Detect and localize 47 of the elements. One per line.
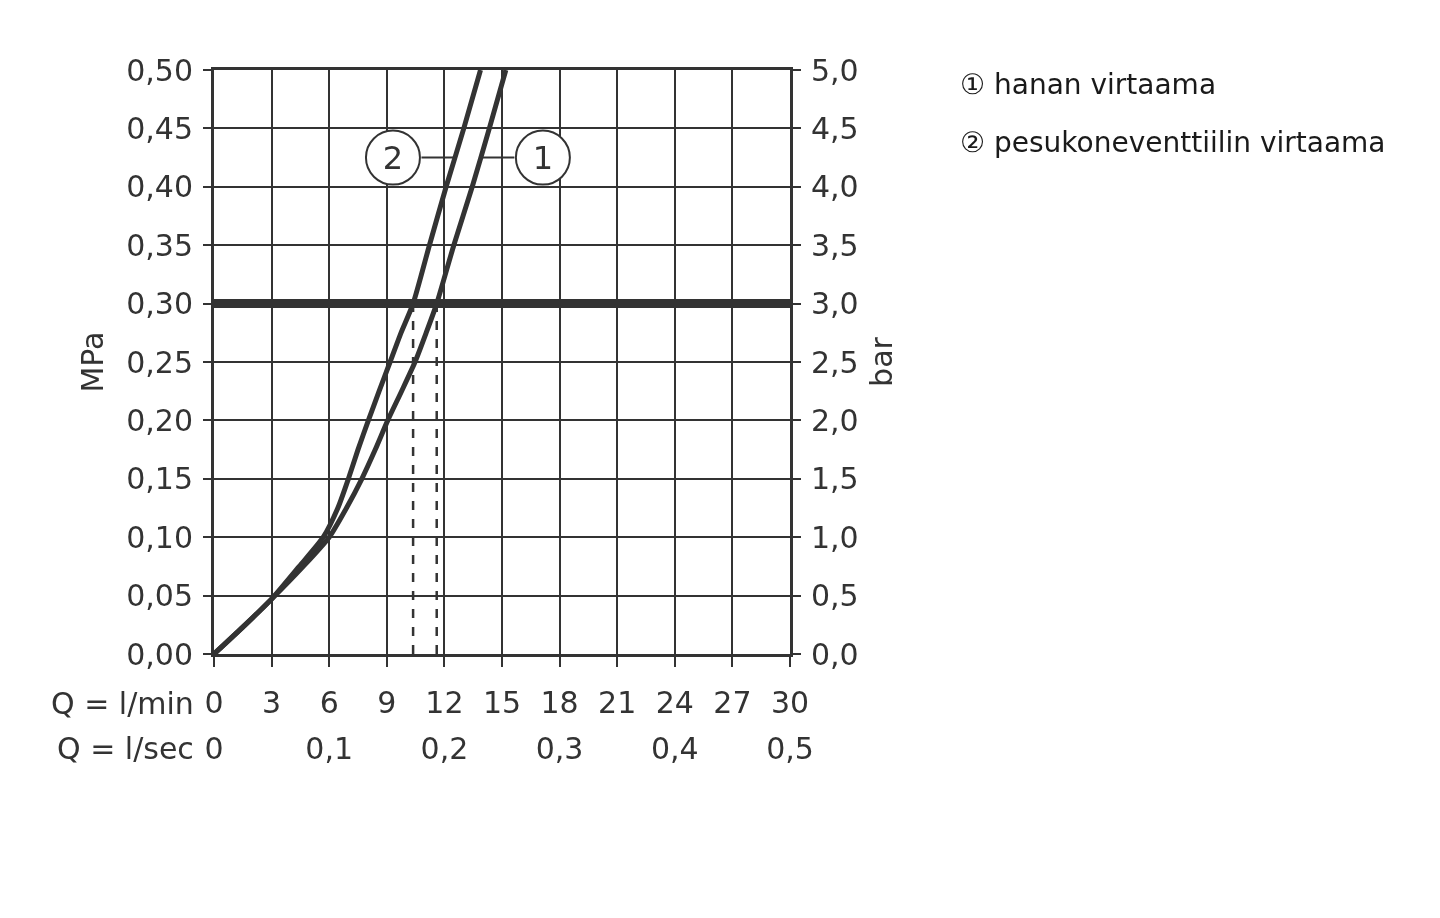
x-tick-label: 24 (655, 685, 694, 720)
text: ② pesukoneventtiilin virtaama (960, 126, 1386, 159)
x-tick-label: 18 (540, 685, 579, 720)
x-tick-label: 0 (204, 685, 224, 720)
x-tick-label: 30 (770, 685, 810, 720)
y2-tick-label: 1,0 (811, 519, 859, 555)
x2-tick-label: 0,1 (305, 731, 354, 766)
y2-tick-label: 2,0 (811, 402, 859, 438)
y2-tick-label: 5,0 (811, 52, 859, 88)
x2-tick-label: 0,5 (766, 731, 814, 766)
x2-tick-label: 0 (204, 731, 224, 766)
y-tick-label: 0,40 (126, 169, 193, 205)
y2-tick-label: 0,5 (811, 578, 859, 614)
x-tick-label: 15 (482, 685, 522, 720)
y-tick-label: 0,30 (126, 286, 193, 322)
y2-tick-label: 3,0 (811, 286, 859, 322)
y2-tick-label: 1,5 (811, 461, 859, 497)
x-tick-label: 3 (262, 685, 282, 720)
y2-tick-label: 4,0 (811, 169, 859, 205)
y-axis-title: MPa (75, 331, 111, 393)
x2-axis-title: Q = l/sec (57, 731, 194, 766)
y2-tick-label: 0,0 (811, 636, 859, 672)
y-tick-label: 0,15 (126, 461, 193, 497)
x-axis-title: Q = l/min (51, 686, 194, 721)
x-tick-label: 21 (598, 685, 637, 720)
x2-tick-label: 0,4 (650, 731, 699, 766)
y-tick-label: 0,10 (126, 519, 193, 555)
text: ① hanan virtaama (960, 68, 1217, 101)
y2-axis-title: bar (864, 336, 900, 387)
x2-tick-label: 0,3 (535, 731, 584, 766)
x-tick-label: 9 (377, 685, 397, 720)
y2-tick-label: 4,5 (811, 110, 859, 146)
y2-tick-label: 3,5 (811, 227, 859, 263)
x-tick-label: 12 (425, 685, 464, 720)
y-tick-label: 0,00 (126, 636, 193, 672)
x-tick-label: 27 (713, 685, 752, 720)
y2-tick-label: 2,5 (811, 344, 859, 380)
y-tick-label: 0,05 (126, 578, 193, 614)
x-tick-label: 6 (319, 685, 339, 720)
annotation: 1 (532, 139, 554, 177)
y-tick-label: 0,35 (126, 227, 193, 263)
y-tick-label: 0,20 (126, 402, 193, 438)
y-tick-label: 0,45 (126, 110, 193, 146)
y-tick-label: 0,25 (126, 344, 193, 380)
y-tick-label: 0,50 (126, 52, 193, 88)
annotation: 2 (382, 139, 404, 177)
x2-tick-label: 0,2 (420, 731, 469, 766)
